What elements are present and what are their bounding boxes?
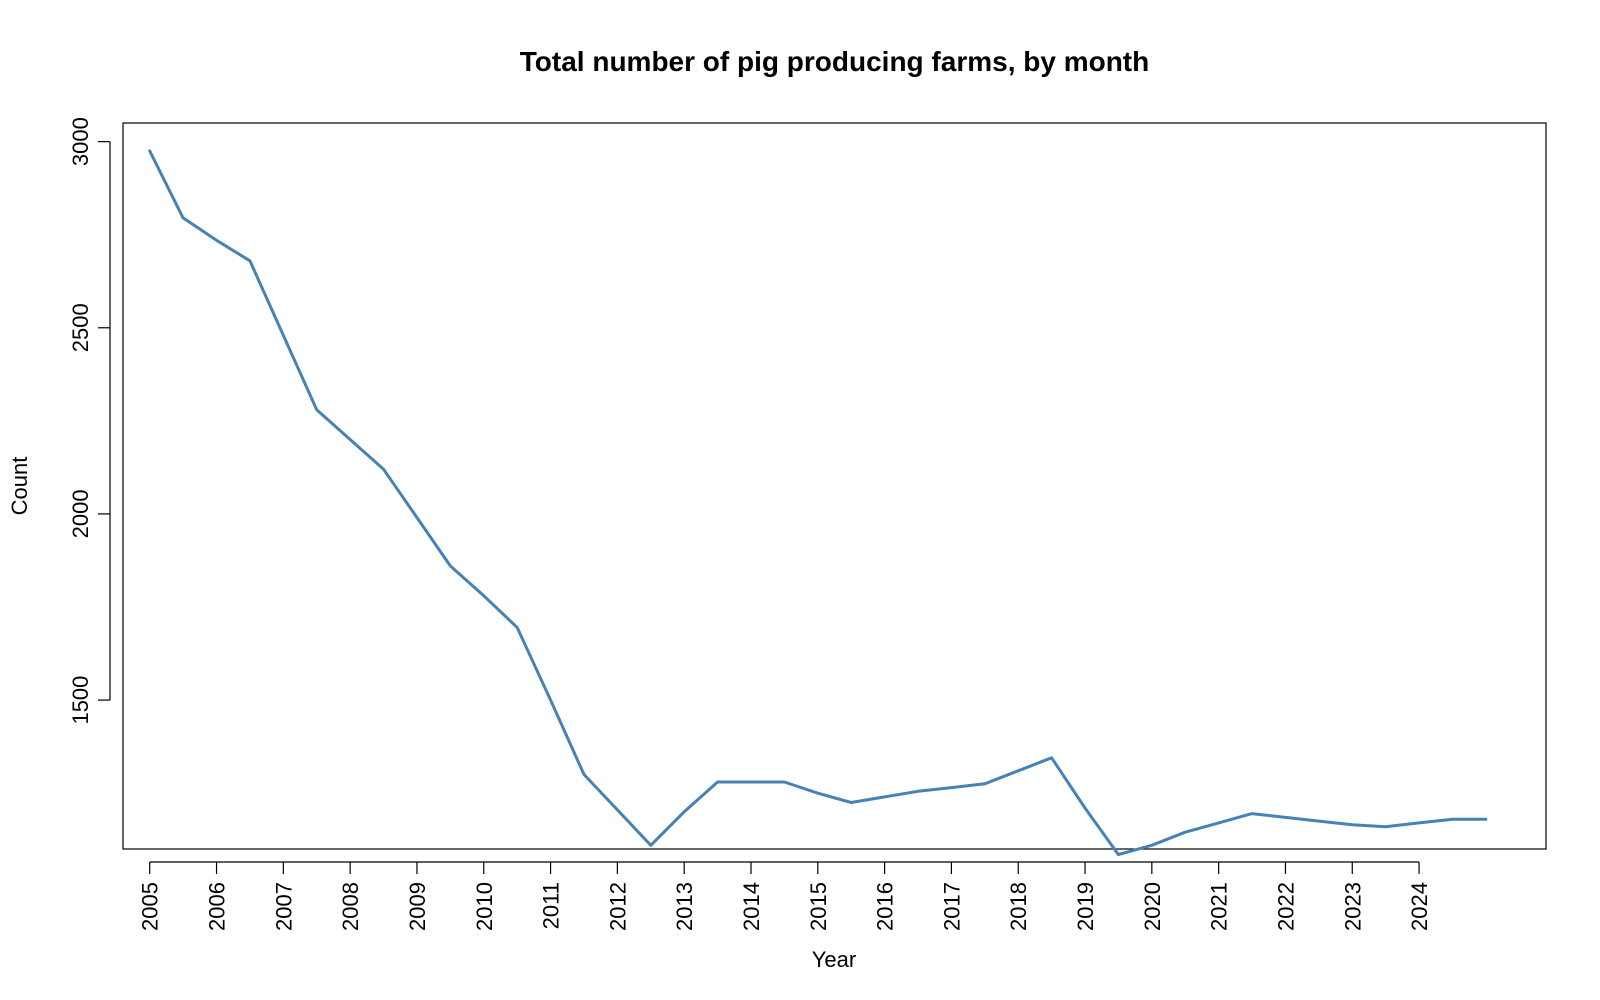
- x-tick-label: 2012: [605, 882, 630, 931]
- x-tick-label: 2018: [1006, 882, 1031, 931]
- x-tick-label: 2010: [472, 882, 497, 931]
- x-tick-label: 2019: [1073, 882, 1098, 931]
- x-tick-label: 2005: [138, 882, 163, 931]
- series-line: [148, 149, 1488, 857]
- y-tick-label: 2000: [68, 489, 93, 538]
- x-tick-label: 2015: [806, 882, 831, 931]
- x-tick-label: 2017: [939, 882, 964, 931]
- plot-area-frame: [122, 122, 1547, 850]
- x-tick-label: 2008: [338, 882, 363, 931]
- x-tick-label: 2006: [205, 882, 230, 931]
- x-tick-label: 2013: [672, 882, 697, 931]
- x-tick-label: 2007: [271, 882, 296, 931]
- x-tick-label: 2024: [1407, 882, 1432, 931]
- chart-title: Total number of pig producing farms, by …: [519, 46, 1150, 77]
- y-axis-label: Count: [7, 457, 32, 516]
- x-tick-label: 2020: [1140, 882, 1165, 931]
- x-axis: 2005 2006 2007 2008 2009 2010 2011 2012 2013 2014…: [138, 861, 1432, 931]
- y-tick-label: 1500: [68, 676, 93, 725]
- y-axis: 1500 2000 2500 3000: [68, 117, 111, 725]
- x-tick-label: 2014: [739, 882, 764, 931]
- y-tick-label: 3000: [68, 117, 93, 166]
- y-tick-label: 2500: [68, 303, 93, 352]
- x-tick-label: 2009: [405, 882, 430, 931]
- x-tick-label: 2016: [873, 882, 898, 931]
- x-tick-label: 2011: [539, 882, 564, 929]
- x-tick-label: 2023: [1340, 882, 1365, 931]
- series-layer: [148, 149, 1488, 857]
- x-tick-label: 2021: [1207, 882, 1232, 931]
- x-axis-label: Year: [812, 947, 856, 972]
- x-tick-label: 2022: [1273, 882, 1298, 931]
